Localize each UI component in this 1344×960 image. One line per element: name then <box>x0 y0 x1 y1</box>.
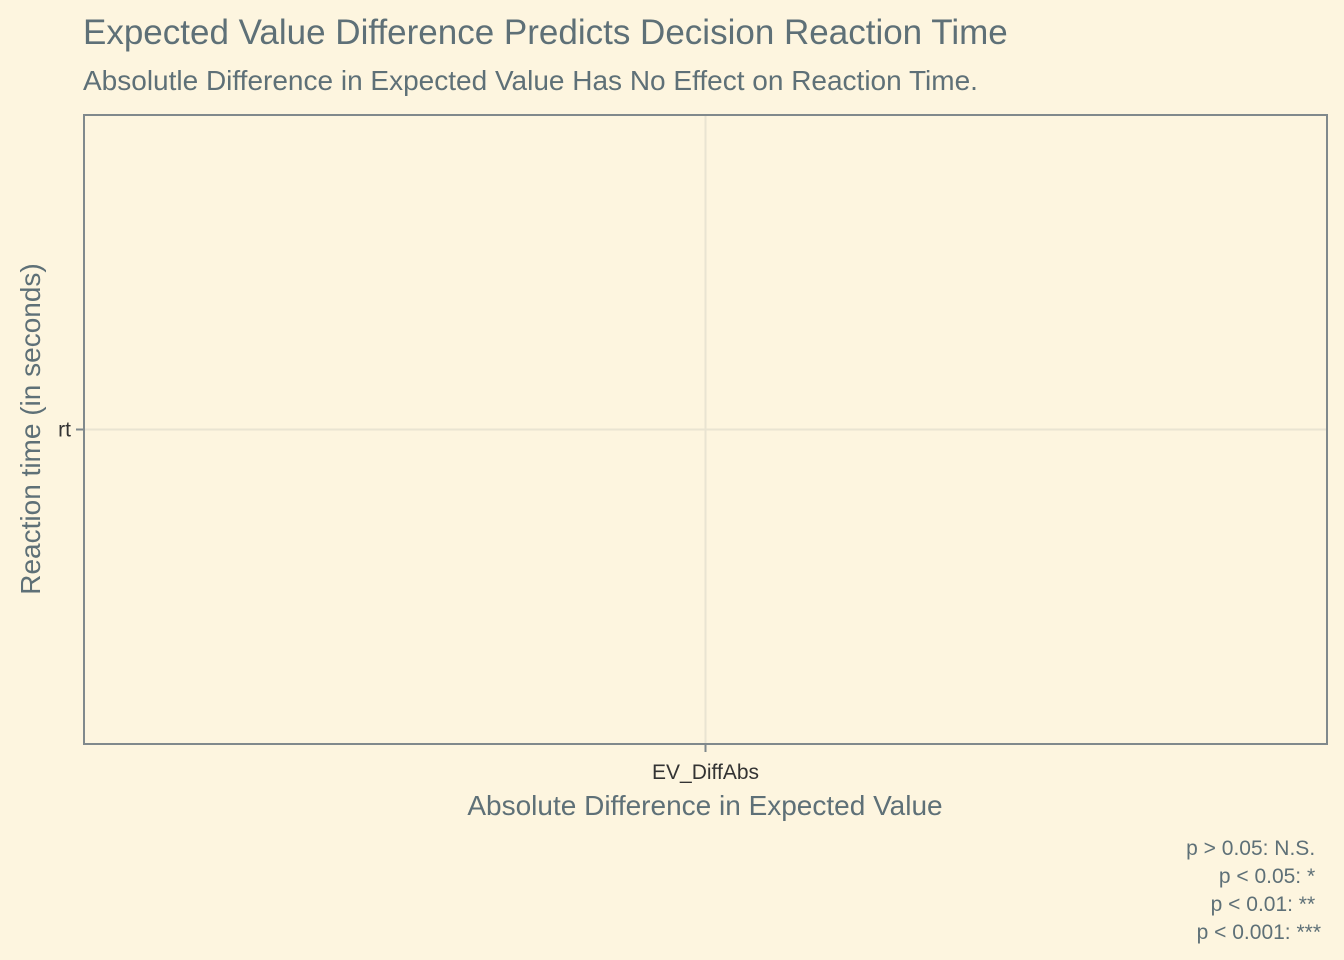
caption-line: p < 0.01: ** <box>1211 893 1316 916</box>
chart-title: Expected Value Difference Predicts Decis… <box>83 13 1008 52</box>
chart-subtitle: Absolutle Difference in Expected Value H… <box>83 65 978 96</box>
caption-line: p < 0.05: * <box>1219 865 1315 888</box>
caption-line: p > 0.05: N.S. <box>1186 837 1315 860</box>
caption-line: p < 0.001: *** <box>1197 921 1321 944</box>
grid-lines <box>84 115 1327 744</box>
plot-panel: EV_DiffAbs rt <box>58 114 1328 785</box>
plot-border <box>83 114 1328 745</box>
x-tick-label: EV_DiffAbs <box>652 761 759 784</box>
y-tick-label: rt <box>58 419 71 442</box>
axis-ticks: EV_DiffAbs rt <box>58 419 759 785</box>
x-axis-title: Absolute Difference in Expected Value <box>467 790 942 821</box>
y-axis-title: Reaction time (in seconds) <box>15 263 46 594</box>
significance-caption: p > 0.05: N.S. p < 0.05: * p < 0.01: ** … <box>1186 837 1321 944</box>
